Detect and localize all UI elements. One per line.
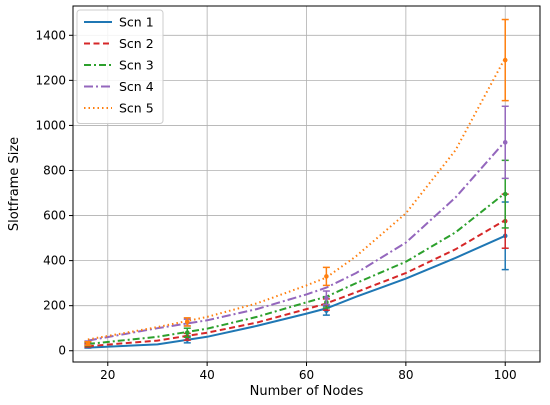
data-point <box>502 140 508 145</box>
series-line <box>87 140 506 342</box>
legend: Scn 1 Scn 2 Scn 3 Scn 4 Scn 5 <box>76 9 164 124</box>
legend-label: Scn 2 <box>119 36 154 51</box>
data-point <box>324 274 329 279</box>
legend-box <box>76 9 164 124</box>
grid <box>73 6 540 362</box>
x-tick-label: 60 <box>299 368 314 382</box>
y-tick-label: 400 <box>43 254 66 268</box>
data-point <box>502 191 508 197</box>
y-tick-label: 800 <box>43 163 66 177</box>
series-5 <box>84 18 509 347</box>
series-line <box>87 219 506 348</box>
y-tick-label: 0 <box>58 344 66 358</box>
data-point <box>324 295 329 301</box>
data-point <box>184 330 190 336</box>
series-line <box>87 234 506 349</box>
legend-label: Scn 5 <box>119 101 154 116</box>
x-tick-label: 100 <box>494 368 517 382</box>
x-tick-label: 80 <box>398 368 413 382</box>
y-tick-label: 1200 <box>35 73 66 87</box>
data-point <box>184 319 190 325</box>
legend-label: Scn 1 <box>119 15 154 30</box>
x-axis-label: Number of Nodes <box>250 384 364 399</box>
y-tick-label: 200 <box>43 299 66 313</box>
y-axis-label: Slotframe Size <box>7 137 22 231</box>
y-tick-label: 1400 <box>35 28 66 42</box>
data-point <box>85 341 91 346</box>
y-tick-label: 1000 <box>35 118 66 132</box>
legend-label: Scn 3 <box>119 58 154 73</box>
x-tick-label: 20 <box>100 368 115 382</box>
x-tick-label: 40 <box>199 368 214 382</box>
legend-label: Scn 4 <box>119 79 154 94</box>
series-layer <box>84 18 509 349</box>
series-line <box>87 192 506 345</box>
data-point <box>502 57 508 63</box>
y-tick-label: 600 <box>43 209 66 223</box>
